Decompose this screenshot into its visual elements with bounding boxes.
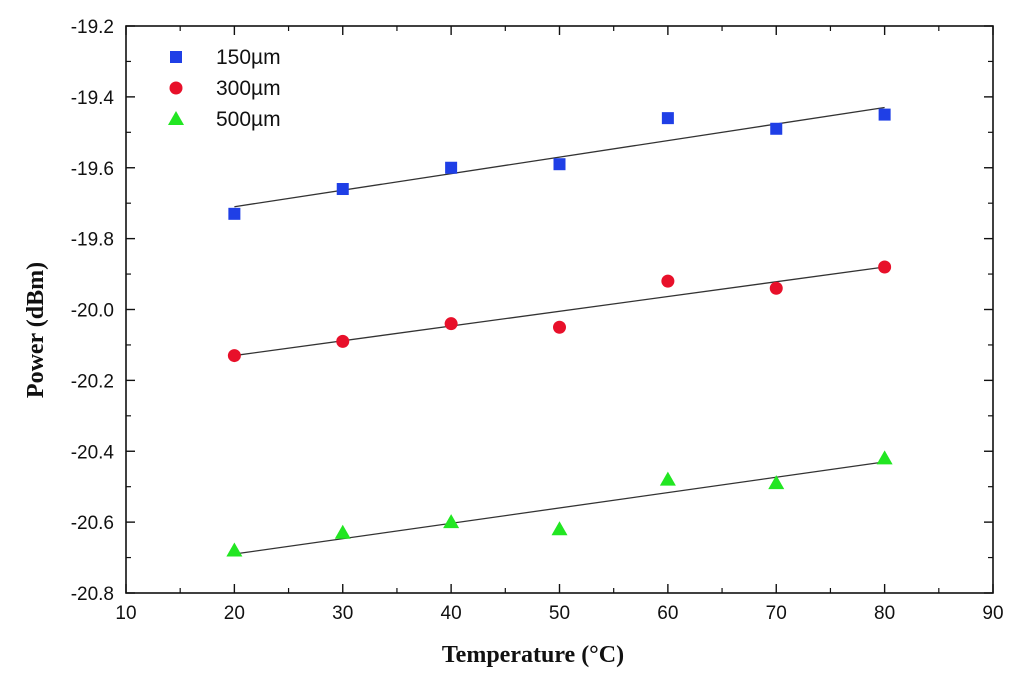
x-axis-title: Temperature (°C) bbox=[442, 642, 624, 668]
data-point-150m bbox=[878, 108, 891, 121]
y-tick-label: -19.4 bbox=[71, 88, 115, 109]
x-tick-label: 10 bbox=[115, 603, 136, 624]
data-point-500m bbox=[226, 542, 243, 557]
x-tick-label: 60 bbox=[657, 603, 678, 624]
x-tick-label: 50 bbox=[549, 603, 570, 624]
data-markers bbox=[226, 108, 893, 557]
x-tick-label: 20 bbox=[224, 603, 245, 624]
legend-marker-500m bbox=[168, 111, 184, 125]
data-point-150m bbox=[553, 158, 566, 171]
data-point-500m bbox=[334, 524, 351, 539]
legend-label-300m: 300µm bbox=[216, 77, 281, 100]
data-point-300m bbox=[878, 260, 892, 274]
data-point-150m bbox=[228, 207, 241, 220]
data-point-150m bbox=[770, 122, 783, 135]
y-tick-label: -20.4 bbox=[71, 442, 115, 463]
y-tick-label: -20.8 bbox=[71, 584, 114, 605]
data-point-150m bbox=[336, 183, 349, 196]
data-point-500m bbox=[551, 521, 568, 536]
data-point-150m bbox=[445, 161, 458, 174]
y-tick-label: -19.8 bbox=[71, 230, 114, 251]
x-tick-label: 80 bbox=[874, 603, 895, 624]
data-point-500m bbox=[443, 514, 460, 529]
y-tick-label: -20.6 bbox=[71, 513, 114, 534]
data-point-300m bbox=[769, 281, 783, 295]
y-tick-label: -20.2 bbox=[71, 371, 114, 392]
data-point-300m bbox=[227, 349, 241, 363]
data-point-300m bbox=[553, 320, 566, 334]
legend-label-500m: 500µm bbox=[216, 108, 281, 131]
y-tick-label: -19.6 bbox=[71, 159, 114, 180]
x-tick-label: 90 bbox=[982, 603, 1003, 624]
data-point-300m bbox=[444, 317, 458, 331]
data-point-500m bbox=[659, 471, 676, 486]
data-point-500m bbox=[876, 450, 893, 465]
axes: 10 20 30 40 50 60 70 80 90 -20.8 -20.6 -20.4 -20.2 -2… bbox=[71, 17, 1004, 624]
data-point-150m bbox=[661, 112, 674, 125]
legend-marker-150m bbox=[170, 51, 182, 63]
legend-label-150m: 150µm bbox=[216, 46, 281, 69]
y-tick-label: -19.2 bbox=[71, 17, 114, 38]
x-tick-label: 30 bbox=[332, 603, 353, 624]
data-point-300m bbox=[336, 334, 350, 348]
x-tick-label: 40 bbox=[441, 603, 462, 624]
x-tick-label: 70 bbox=[766, 603, 787, 624]
data-point-500m bbox=[768, 475, 785, 490]
y-axis-title: Power (dBm) bbox=[23, 262, 49, 398]
legend-marker-300m bbox=[169, 81, 183, 95]
data-point-300m bbox=[661, 274, 675, 288]
y-tick-label: -20.0 bbox=[71, 301, 114, 322]
legend: 150µm 300µm 500µm bbox=[168, 46, 281, 131]
